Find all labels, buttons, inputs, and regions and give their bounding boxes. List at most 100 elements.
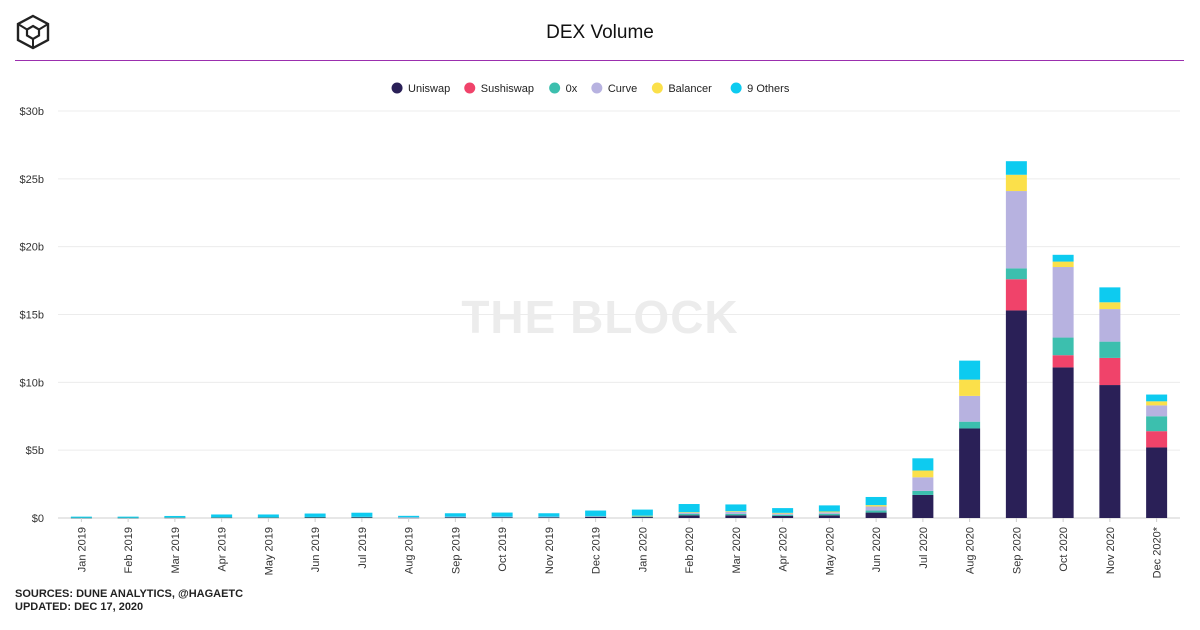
y-tick-label: $0 [32,513,44,525]
bar-segment [912,494,934,518]
x-tick-label: Aug 2019 [404,527,416,574]
bar-segment [398,517,420,518]
bar-segment [1146,431,1168,448]
bar-segment [912,477,934,491]
legend: Uniswap Sushiswap 0x Curve Balancer 9 Others [391,82,790,95]
bar-segment [1146,394,1168,402]
bar-segment [585,516,607,517]
x-tick-label: Jul 2019 [357,527,369,569]
bar-segment [959,428,981,518]
bar-segment [912,470,934,478]
bar-segment [959,421,981,429]
updated-note: UPDATED: DEC 17, 2020 [15,601,144,613]
bar-segment [585,516,607,518]
bar-segment [70,516,92,518]
bar-segment [678,512,700,513]
legend-marker [651,82,663,94]
bar-segment [818,513,840,516]
bar-segment [959,395,981,422]
bars [70,161,1168,519]
x-tick-label: Jun 2020 [871,527,883,572]
bar-segment [631,509,653,516]
bar-segment [1099,385,1121,518]
x-tick-label: Nov 2019 [544,527,556,574]
page-title: DEX Volume [546,22,654,43]
bar-segment [117,517,139,519]
legend-label: Balancer [668,83,712,95]
y-tick-label: $10b [20,377,44,389]
bar-segment [398,515,420,518]
bar-segment [211,517,233,518]
bar-segment [304,517,326,518]
bar-segment [304,513,326,517]
y-tick-label: $25b [20,174,44,186]
legend-label: Uniswap [408,83,450,95]
legend-marker [391,82,403,94]
bar-segment [631,517,653,518]
x-tick-label: Mar 2019 [170,527,182,573]
x-axis: Jan 2019 Feb 2019 Mar 2019 Apr 2019 May 2019… [76,518,1164,578]
x-tick-label: May 2019 [263,527,275,575]
bar-segment [725,513,747,516]
bar-segment [585,510,607,516]
bar-segment [351,512,373,517]
y-tick-label: $30b [20,106,44,118]
bar-segment [1005,310,1027,518]
bar-segment [1005,174,1027,192]
bar-segment [491,516,513,518]
x-tick-label: Sep 2020 [1011,527,1023,574]
bar-segment [1005,279,1027,311]
bar-segment [772,512,794,514]
bar-segment [1099,309,1121,342]
bar-segment [725,515,747,518]
bar-segment [725,504,747,512]
x-tick-label: Jan 2020 [637,527,649,572]
x-tick-label: Mar 2020 [731,527,743,573]
x-tick-label: Jul 2020 [918,527,930,569]
bar-segment [678,513,700,516]
bar-segment [865,506,887,511]
bar-segment [117,516,139,518]
bar-segment [538,517,560,518]
x-tick-label: Jun 2019 [310,527,322,572]
y-axis: $0 $5b $10b $15b $20b $25b $30b [20,106,44,525]
bar-segment [1005,191,1027,269]
x-tick-label: Nov 2020 [1105,527,1117,574]
x-tick-label: Dec 2019 [591,527,603,574]
bar-segment [1052,254,1074,262]
bar-segment [491,517,513,518]
bar-segment [491,512,513,517]
bar-segment [912,458,934,471]
bar-segment [211,514,233,518]
bar-segment [351,517,373,518]
bar-segment [351,516,373,518]
bar-segment [631,515,653,517]
bar-segment [585,515,607,517]
the-block-logo-icon [16,14,50,50]
bar-segment [1052,267,1074,338]
bar-segment [538,516,560,518]
x-tick-label: Jan 2019 [76,527,88,572]
bar-segment [865,512,887,518]
bar-segment [772,515,794,518]
bar-segment [818,515,840,518]
bar-segment [772,514,794,516]
bar-segment [1052,261,1074,268]
bar-segment [1099,341,1121,358]
bar-segment [725,511,747,512]
bar-segment [1146,405,1168,417]
bar-segment [865,496,887,506]
bar-segment [1146,401,1168,406]
legend-marker [730,82,742,94]
legend-marker [464,82,476,94]
bar-segment [818,511,840,513]
bar-segment [959,379,981,396]
bar-segment [257,514,279,518]
bar-segment [70,517,92,519]
y-tick-label: $20b [20,242,44,254]
bar-segment [772,508,794,513]
x-tick-label: Feb 2019 [123,527,135,573]
bar-segment [444,517,466,518]
bar-segment [1052,355,1074,368]
